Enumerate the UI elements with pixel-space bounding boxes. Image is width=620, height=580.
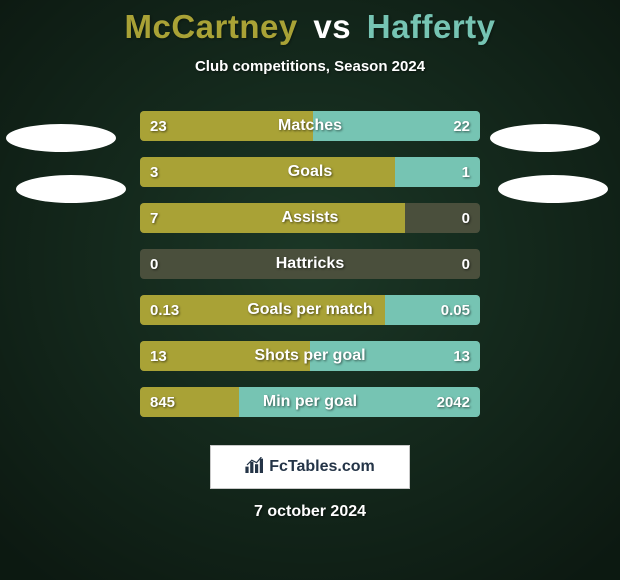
stat-value-b: 13 — [453, 341, 470, 371]
stat-row: 31Goals — [140, 157, 480, 187]
stat-value-a: 845 — [150, 387, 175, 417]
stat-row: 0 0Hattricks — [140, 249, 480, 279]
stats-container: 2322Matches31Goals70Assists00Hattricks0.… — [140, 111, 480, 417]
stat-value-a: 0.13 — [150, 295, 179, 325]
stat-row: 0.130.05Goals per match — [140, 295, 480, 325]
subtitle: Club competitions, Season 2024 — [195, 58, 425, 75]
footer-date: 7 october 2024 — [254, 503, 366, 521]
stat-value-a: 23 — [150, 111, 167, 141]
decorative-ellipse — [6, 124, 116, 152]
source-badge[interactable]: FcTables.com — [210, 445, 410, 489]
player-a-name: McCartney — [125, 8, 298, 45]
stat-value-b: 1 — [462, 157, 470, 187]
decorative-ellipse — [498, 175, 608, 203]
stat-label: Hattricks — [140, 249, 480, 279]
stat-row: 1313Shots per goal — [140, 341, 480, 371]
bar-chart-icon — [245, 457, 265, 478]
stat-fill-a — [140, 203, 405, 233]
stat-value-b: 0.05 — [441, 295, 470, 325]
stat-row: 70Assists — [140, 203, 480, 233]
stat-value-a: 0 — [150, 249, 158, 279]
stat-value-a: 3 — [150, 157, 158, 187]
stat-value-a: 13 — [150, 341, 167, 371]
stat-value-a: 7 — [150, 203, 158, 233]
decorative-ellipse — [490, 124, 600, 152]
stat-row: 2322Matches — [140, 111, 480, 141]
vs-label: vs — [313, 8, 351, 45]
stat-value-b: 0 — [462, 249, 470, 279]
stat-row: 8452042Min per goal — [140, 387, 480, 417]
decorative-ellipse — [16, 175, 126, 203]
stat-fill-a — [140, 157, 395, 187]
content: McCartney vs Hafferty Club competitions,… — [0, 0, 620, 580]
stat-value-b: 2042 — [437, 387, 470, 417]
page-title: McCartney vs Hafferty — [125, 8, 496, 46]
stat-value-b: 0 — [462, 203, 470, 233]
stat-value-b: 22 — [453, 111, 470, 141]
source-label: FcTables.com — [269, 458, 375, 476]
player-b-name: Hafferty — [367, 8, 496, 45]
